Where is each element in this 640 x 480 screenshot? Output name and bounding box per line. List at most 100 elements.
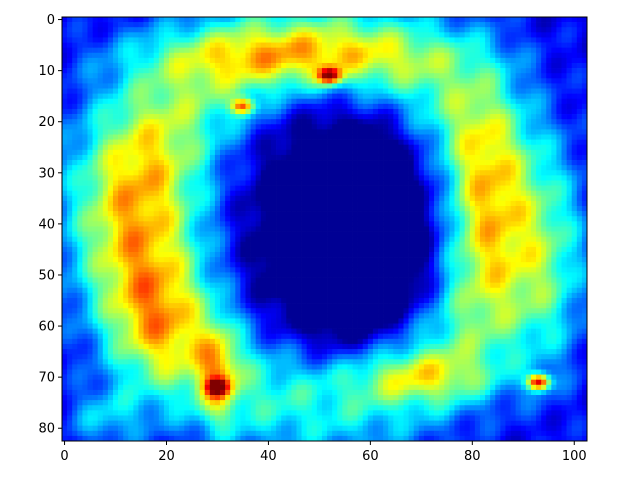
heat-cell — [566, 78, 573, 84]
heat-cell — [357, 52, 364, 59]
heat-cell — [250, 134, 257, 140]
heat-cell — [250, 129, 257, 135]
heat-cell — [556, 154, 562, 161]
heat-cell — [220, 52, 226, 59]
heat-cell — [179, 221, 185, 227]
heat-cell — [449, 108, 455, 115]
heat-cell — [153, 114, 160, 120]
heat-cell — [449, 52, 455, 59]
heat-cell — [520, 241, 527, 248]
heat-cell — [163, 165, 170, 171]
heat-cell — [490, 221, 496, 227]
heat-cell — [260, 129, 267, 135]
heat-cell — [250, 154, 257, 161]
heat-cell — [118, 103, 124, 110]
heat-cell — [245, 83, 251, 89]
heat-cell — [327, 57, 333, 64]
heat-cell — [525, 165, 532, 171]
heat-cell — [169, 144, 175, 151]
heat-cell — [571, 78, 578, 84]
heat-cell — [490, 257, 496, 263]
heat-cell — [337, 119, 343, 125]
heat-cell — [362, 246, 369, 253]
heat-cell — [97, 246, 104, 253]
heat-cell — [581, 52, 588, 59]
heat-cell — [204, 231, 211, 238]
heat-cell — [301, 175, 308, 181]
heat-cell — [72, 241, 78, 248]
heat-cell — [505, 27, 511, 33]
heat-cell — [286, 165, 292, 171]
heat-cell — [464, 226, 471, 232]
heat-cell — [464, 73, 471, 79]
heat-cell — [82, 185, 88, 192]
heat-cell — [408, 160, 415, 166]
heat-cell — [128, 200, 134, 207]
heat-cell — [230, 175, 236, 181]
heat-cell — [87, 68, 93, 74]
heat-cell — [102, 22, 109, 28]
heat-cell — [102, 175, 109, 181]
heat-cell — [245, 88, 251, 94]
heat-cell — [128, 62, 134, 69]
heat-cell — [418, 200, 425, 207]
heat-cell — [418, 195, 425, 202]
heat-cell — [306, 62, 313, 69]
heat-cell — [342, 139, 348, 146]
heat-cell — [571, 236, 578, 243]
heat-cell — [245, 129, 251, 135]
heat-cell — [102, 165, 109, 171]
heat-cell — [194, 88, 200, 94]
heat-cell — [393, 124, 399, 130]
heat-cell — [225, 32, 231, 38]
heat-cell — [485, 160, 491, 166]
heat-cell — [556, 32, 562, 38]
heat-cell — [388, 98, 394, 105]
heat-cell — [388, 139, 394, 146]
heat-cell — [286, 47, 292, 54]
heat-cell — [72, 129, 78, 135]
heat-cell — [536, 37, 542, 43]
heat-cell — [464, 185, 471, 192]
heat-cell — [204, 47, 211, 54]
heat-cell — [82, 257, 88, 263]
heat-cell — [296, 144, 302, 151]
heat-cell — [530, 103, 537, 110]
heat-cell — [479, 195, 486, 202]
heat-cell — [123, 98, 129, 105]
heat-cell — [87, 154, 93, 161]
heat-cell — [245, 190, 251, 197]
heat-cell — [413, 160, 420, 166]
heat-cell — [133, 154, 139, 161]
heat-cell — [235, 37, 241, 43]
heat-cell — [536, 32, 542, 38]
heat-cell — [179, 27, 185, 33]
heat-cell — [179, 134, 185, 140]
heat-cell — [474, 57, 481, 64]
heat-cell — [551, 108, 557, 115]
heat-cell — [525, 98, 532, 105]
heat-cell — [321, 88, 328, 94]
heat-cell — [123, 221, 129, 227]
heat-cell — [469, 57, 476, 64]
heat-cell — [220, 200, 226, 207]
heat-cell — [372, 57, 379, 64]
heat-cell — [444, 226, 450, 232]
heat-cell — [281, 226, 287, 232]
heat-cell — [189, 37, 195, 43]
heat-cell — [536, 226, 542, 232]
heat-cell — [225, 154, 231, 161]
heat-cell — [408, 42, 415, 48]
heat-cell — [321, 42, 328, 48]
heat-cell — [230, 170, 236, 176]
heat-cell — [306, 37, 313, 43]
heat-cell — [541, 139, 547, 146]
heat-cell — [576, 185, 583, 192]
heat-cell — [87, 134, 93, 140]
heat-cell — [102, 83, 109, 89]
heat-cell — [255, 98, 262, 105]
heat-cell — [153, 78, 160, 84]
heat-cell — [444, 93, 450, 100]
heat-cell — [434, 175, 440, 181]
heat-cell — [393, 42, 399, 48]
